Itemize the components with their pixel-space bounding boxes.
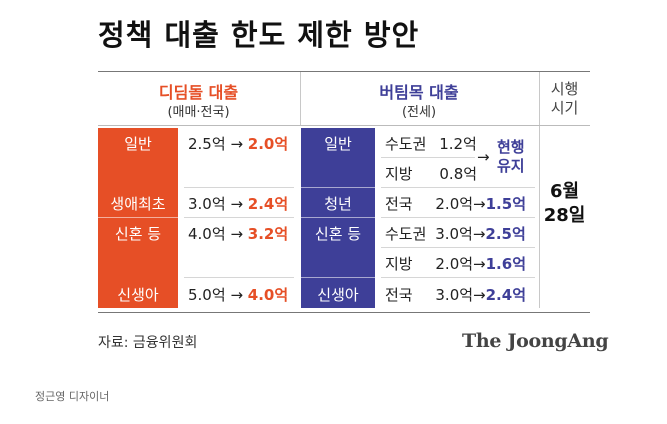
amount: 1.2억: [439, 135, 477, 153]
beotimmok-row-youth: 전국 2.0억→1.5억: [385, 193, 526, 214]
beotimmok-column-divider: [301, 187, 375, 188]
status-unchanged-line2: 유지: [497, 157, 525, 175]
didimdol-after: 4.0억: [247, 286, 289, 304]
row-separator: [184, 277, 294, 278]
beotimmok-subheader: (전세): [401, 105, 437, 120]
designer-credit: 정근영 디자이너: [35, 390, 110, 403]
row-separator: [381, 277, 535, 278]
beotimmok-column-divider: [301, 277, 375, 278]
amount: 3.0억: [435, 286, 474, 304]
row-separator: [381, 217, 535, 218]
region-label: 수도권: [385, 135, 427, 153]
effective-date: 6월 28일: [539, 180, 590, 228]
beotimmok-header: 버팀목 대출: [379, 83, 459, 102]
didimdol-category-newborn: 신생아: [117, 286, 159, 304]
beotimmok-category-general: 일반: [324, 135, 352, 153]
region-label: 전국: [385, 195, 413, 213]
effective-date-month: 6월: [549, 181, 580, 202]
didimdol-row-newlywed: 4.0억 → 3.2억: [188, 223, 288, 244]
didimdol-category-newlywed: 신혼 등: [114, 225, 162, 243]
beotimmok-after: 1.5억: [485, 195, 526, 213]
arrow: →: [230, 135, 244, 153]
header-divider-2: [539, 72, 540, 308]
header-rule: [98, 125, 590, 126]
didimdol-after: 2.4억: [247, 195, 289, 213]
status-unchanged-line1: 현행: [497, 138, 525, 156]
beotimmok-row-newlywed-capital: 수도권 3.0억→2.5억: [385, 223, 526, 244]
beotimmok-after: 2.5억: [485, 225, 526, 243]
beotimmok-category-newlywed: 신혼 등: [314, 225, 362, 243]
didimdol-row-newborn: 5.0억 → 4.0억: [188, 284, 288, 305]
publisher-logo: The JoongAng: [462, 330, 609, 352]
amount: 3.0억: [435, 225, 473, 243]
arrow: →: [473, 195, 486, 213]
didimdol-after: 2.0억: [247, 135, 289, 153]
arrow: →: [477, 148, 490, 166]
region-label: 지방: [385, 165, 413, 183]
region-label: 전국: [385, 286, 413, 304]
didimdol-before: 2.5억: [188, 135, 226, 153]
amount: 0.8억: [439, 165, 478, 183]
amount: 2.0억: [435, 255, 474, 273]
didimdol-column-divider: [98, 217, 178, 218]
bottom-rule: [98, 312, 590, 313]
didimdol-row-general: 2.5억 → 2.0억: [188, 133, 288, 154]
didimdol-row-first-home: 3.0억 → 2.4억: [188, 193, 288, 214]
header-divider-1: [300, 72, 301, 126]
effective-date-day: 28일: [543, 205, 586, 226]
row-separator: [184, 217, 294, 218]
source-note: 자료: 금융위원회: [98, 335, 198, 351]
arrow: →: [230, 195, 244, 213]
didimdol-before: 4.0억: [188, 225, 226, 243]
row-separator: [381, 247, 535, 248]
beotimmok-row-newborn: 전국 3.0억→2.4억: [385, 284, 526, 305]
beotimmok-general-provinces: 지방 0.8억: [385, 163, 477, 184]
beotimmok-category-column: [301, 128, 375, 308]
region-label: 지방: [385, 255, 413, 273]
didimdol-category-first-home: 생애최초: [110, 195, 166, 213]
beotimmok-category-newborn: 신생아: [317, 286, 359, 304]
effective-time-header-line2: 시기: [550, 99, 579, 117]
beotimmok-category-youth: 청년: [324, 195, 352, 213]
beotimmok-after: 2.4억: [485, 286, 526, 304]
beotimmok-general-capital-region: 수도권 1.2억: [385, 133, 477, 154]
beotimmok-after: 1.6억: [485, 255, 526, 273]
amount: 2.0억: [435, 195, 474, 213]
didimdol-before: 3.0억: [188, 195, 226, 213]
status-unchanged: 현행 유지: [497, 138, 525, 176]
didimdol-before: 5.0억: [188, 286, 226, 304]
arrow: →: [230, 286, 244, 304]
didimdol-category-general: 일반: [124, 135, 152, 153]
arrow: →: [230, 225, 244, 243]
arrow: →: [473, 255, 486, 273]
arrow: →: [472, 225, 486, 243]
row-separator: [381, 157, 475, 158]
region-label: 수도권: [385, 225, 427, 243]
row-separator: [184, 187, 294, 188]
page-title: 정책 대출 한도 제한 방안: [98, 18, 420, 52]
beotimmok-row-newlywed-provinces: 지방 2.0억→1.6억: [385, 253, 526, 274]
didimdol-subheader: (매매·전국): [167, 105, 230, 120]
didimdol-category-column: [98, 128, 178, 308]
top-rule: [98, 71, 590, 72]
beotimmok-column-divider: [301, 217, 375, 218]
effective-time-header-line1: 시행: [550, 80, 579, 98]
arrow: →: [473, 286, 486, 304]
row-separator: [381, 187, 535, 188]
didimdol-after: 3.2억: [247, 225, 289, 243]
effective-time-header: 시행 시기: [539, 80, 590, 118]
didimdol-header: 디딤돌 대출: [158, 83, 239, 102]
